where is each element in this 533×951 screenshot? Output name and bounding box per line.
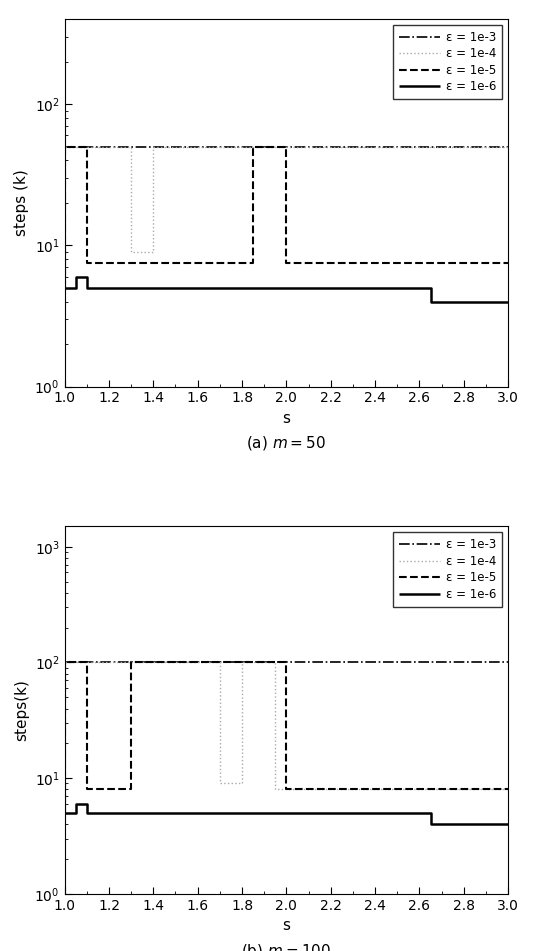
Y-axis label: steps(k): steps(k) xyxy=(14,679,29,741)
Text: (b) $m = 100$: (b) $m = 100$ xyxy=(241,941,332,951)
Legend: ε = 1e-3, ε = 1e-4, ε = 1e-5, ε = 1e-6: ε = 1e-3, ε = 1e-4, ε = 1e-5, ε = 1e-6 xyxy=(393,25,502,99)
Legend: ε = 1e-3, ε = 1e-4, ε = 1e-5, ε = 1e-6: ε = 1e-3, ε = 1e-4, ε = 1e-5, ε = 1e-6 xyxy=(393,533,502,607)
X-axis label: s: s xyxy=(282,919,290,933)
Text: (a) $m = 50$: (a) $m = 50$ xyxy=(246,435,326,453)
X-axis label: s: s xyxy=(282,411,290,426)
Y-axis label: steps (k): steps (k) xyxy=(14,169,29,236)
